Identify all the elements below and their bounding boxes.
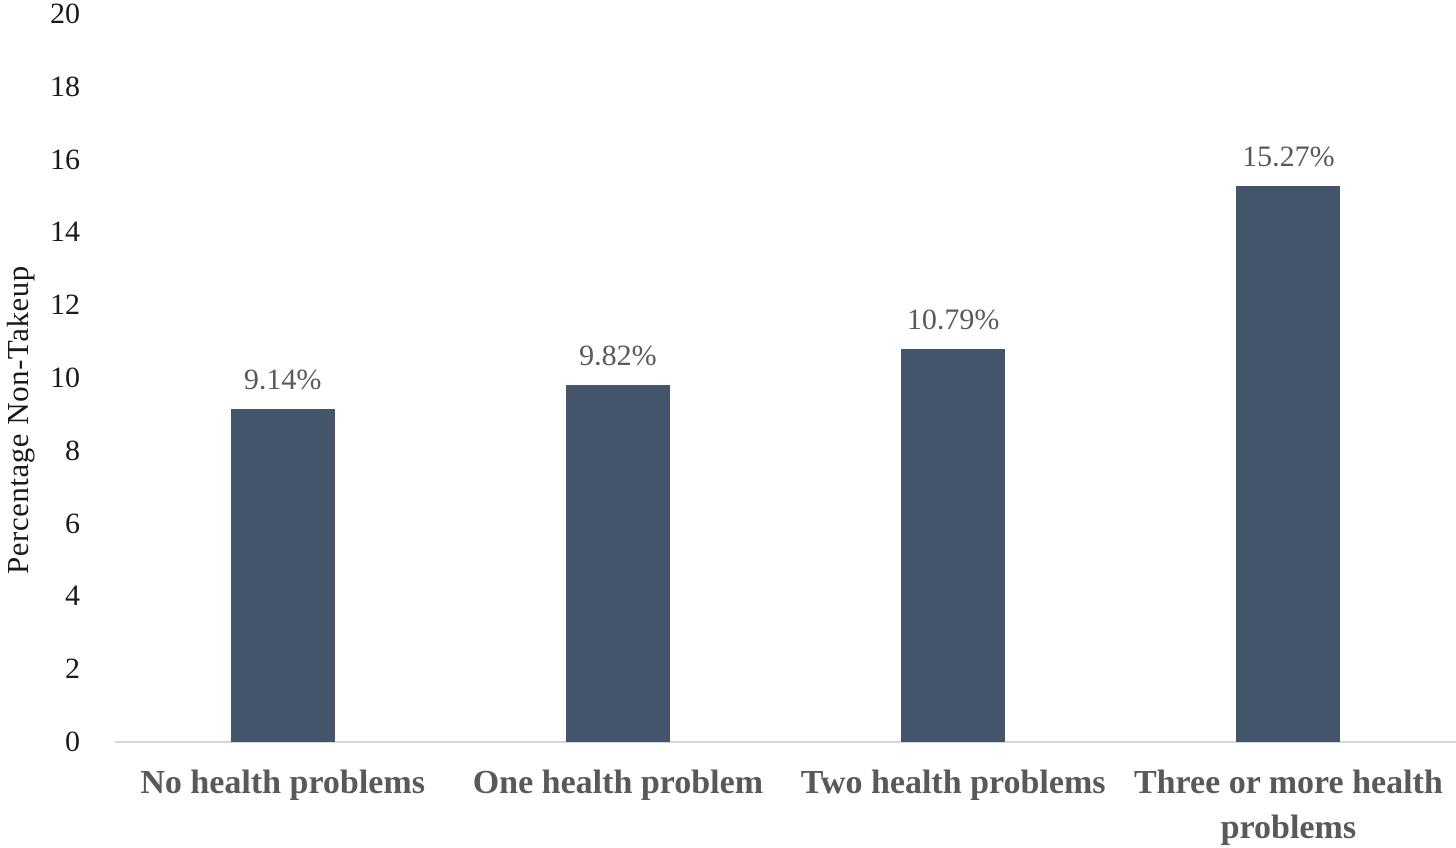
data-label-1: 9.14%	[243, 363, 322, 397]
y-tick-label: 8	[65, 433, 80, 467]
y-tick-label: 20	[50, 0, 80, 30]
plot-area: 9.14% 9.82% 10.79% 15.27%	[115, 14, 1456, 743]
category-label-2: One health problem	[472, 764, 764, 801]
y-tick-label: 12	[50, 288, 80, 322]
bar-group-3: 10.79%	[786, 14, 1121, 742]
bar-group-2: 9.82%	[450, 14, 785, 742]
x-axis-line	[115, 741, 1456, 743]
bar-group-1: 9.14%	[115, 14, 450, 742]
y-axis-tick-labels: 0 2 4 6 8 10 12 14 16 18 20	[0, 0, 82, 757]
y-tick-label: 16	[50, 142, 80, 176]
category-label-4: Three or more health problems	[1133, 764, 1443, 846]
bar-1	[230, 409, 335, 742]
bar-3	[901, 349, 1006, 742]
category-labels: No health problems One health problem Two …	[115, 760, 1456, 848]
bar-4	[1236, 186, 1341, 742]
y-tick-label: 18	[50, 69, 80, 103]
data-label-4: 15.27%	[1242, 140, 1335, 174]
y-tick-label: 10	[50, 361, 80, 394]
y-tick-label: 2	[65, 652, 80, 686]
bar-group-4: 15.27%	[1121, 14, 1456, 742]
bars-layer: 9.14% 9.82% 10.79% 15.27%	[115, 14, 1456, 742]
y-tick-label: 4	[65, 579, 80, 613]
data-label-2: 9.82%	[579, 338, 657, 372]
y-tick-label: 6	[65, 506, 80, 540]
y-tick-label: 0	[65, 725, 80, 758]
data-label-3: 10.79%	[906, 303, 1000, 337]
bar-2	[565, 384, 670, 742]
category-label-1: No health problems	[140, 764, 425, 801]
category-label-3: Two health problems	[800, 764, 1106, 801]
y-tick-label: 14	[50, 215, 80, 249]
